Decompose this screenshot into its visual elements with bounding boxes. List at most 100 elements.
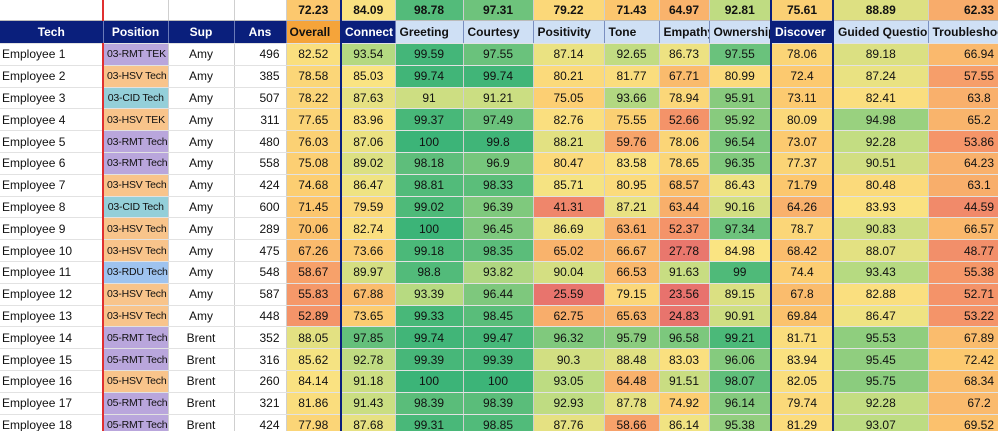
guided-questions-score-cell[interactable]: 82.88 xyxy=(832,283,929,306)
employee-name-cell[interactable]: Employee 17 xyxy=(0,392,104,415)
positivity-score-cell[interactable]: 25.59 xyxy=(533,283,605,306)
tone-score-cell[interactable]: 87.78 xyxy=(604,392,660,415)
position-cell[interactable]: 03-RDU Tech xyxy=(103,261,169,284)
guided-questions-score-cell[interactable]: 92.28 xyxy=(832,392,929,415)
troubleshoot-score-cell[interactable]: 57.55 xyxy=(928,65,998,88)
answered-count-cell[interactable]: 316 xyxy=(234,348,287,371)
supervisor-cell[interactable]: Amy xyxy=(168,239,235,262)
answered-count-cell[interactable]: 448 xyxy=(234,305,287,328)
ownership-score-cell[interactable]: 98.07 xyxy=(709,370,772,393)
answered-count-cell[interactable]: 385 xyxy=(234,65,287,88)
courtesy-score-cell[interactable]: 98.85 xyxy=(463,414,534,431)
position-cell[interactable]: 03-HSV Tech xyxy=(103,283,169,306)
position-cell[interactable]: 03-HSV Tech xyxy=(103,239,169,262)
guided-questions-score-cell[interactable]: 83.93 xyxy=(832,196,929,219)
courtesy-score-cell[interactable]: 100 xyxy=(463,370,534,393)
empathy-score-cell[interactable]: 52.66 xyxy=(659,108,710,132)
troubleshoot-score-cell[interactable]: 68.34 xyxy=(928,370,998,393)
tone-score-cell[interactable]: 83.58 xyxy=(604,152,660,175)
guided-questions-score-cell[interactable]: 94.98 xyxy=(832,108,929,132)
greeting-score-cell[interactable]: 99.33 xyxy=(395,305,464,328)
positivity-score-cell[interactable]: 86.69 xyxy=(533,217,605,241)
empathy-score-cell[interactable]: 27.78 xyxy=(659,239,710,262)
connect-score-cell[interactable]: 89.02 xyxy=(340,152,396,175)
employee-name-cell[interactable]: Employee 5 xyxy=(0,130,104,153)
greeting-score-cell[interactable]: 99.37 xyxy=(395,108,464,132)
connect-score-cell[interactable]: 87.06 xyxy=(340,130,396,153)
courtesy-score-cell[interactable]: 96.9 xyxy=(463,152,534,175)
header-connect[interactable]: Connect xyxy=(340,20,396,44)
guided-questions-score-cell[interactable]: 92.28 xyxy=(832,130,929,153)
courtesy-score-cell[interactable]: 98.39 xyxy=(463,392,534,415)
positivity-score-cell[interactable]: 87.14 xyxy=(533,43,605,66)
position-cell[interactable]: 03-HSV Tech xyxy=(103,65,169,88)
answered-count-cell[interactable]: 424 xyxy=(234,414,287,431)
overall-score-cell[interactable]: 77.98 xyxy=(286,414,342,431)
employee-name-cell[interactable]: Employee 3 xyxy=(0,87,104,110)
supervisor-cell[interactable]: Brent xyxy=(168,326,235,350)
overall-score-cell[interactable]: 82.52 xyxy=(286,43,342,66)
position-cell[interactable]: 03-RMT Tech xyxy=(103,152,169,175)
ownership-score-cell[interactable]: 97.34 xyxy=(709,217,772,241)
supervisor-cell[interactable]: Amy xyxy=(168,108,235,132)
connect-score-cell[interactable]: 92.78 xyxy=(340,348,396,371)
supervisor-cell[interactable]: Amy xyxy=(168,196,235,219)
position-cell[interactable]: 03-HSV Tech xyxy=(103,217,169,241)
troubleshoot-score-cell[interactable]: 63.8 xyxy=(928,87,998,110)
troubleshoot-score-cell[interactable]: 67.2 xyxy=(928,392,998,415)
supervisor-cell[interactable]: Amy xyxy=(168,174,235,197)
ownership-score-cell[interactable]: 95.38 xyxy=(709,414,772,431)
supervisor-cell[interactable]: Amy xyxy=(168,43,235,66)
troubleshoot-score-cell[interactable]: 67.89 xyxy=(928,326,998,350)
empathy-score-cell[interactable]: 91.51 xyxy=(659,370,710,393)
avg-connect[interactable]: 84.09 xyxy=(340,0,396,21)
employee-name-cell[interactable]: Employee 9 xyxy=(0,217,104,241)
guided-questions-score-cell[interactable]: 95.53 xyxy=(832,326,929,350)
positivity-score-cell[interactable]: 96.32 xyxy=(533,326,605,350)
courtesy-score-cell[interactable]: 96.45 xyxy=(463,217,534,241)
courtesy-score-cell[interactable]: 96.39 xyxy=(463,196,534,219)
guided-questions-score-cell[interactable]: 95.45 xyxy=(832,348,929,371)
overall-score-cell[interactable]: 75.08 xyxy=(286,152,342,175)
discover-score-cell[interactable]: 78.06 xyxy=(770,43,834,66)
answered-count-cell[interactable]: 600 xyxy=(234,196,287,219)
empathy-score-cell[interactable]: 91.63 xyxy=(659,261,710,284)
connect-score-cell[interactable]: 85.03 xyxy=(340,65,396,88)
overall-score-cell[interactable]: 70.06 xyxy=(286,217,342,241)
troubleshoot-score-cell[interactable]: 44.59 xyxy=(928,196,998,219)
troubleshoot-score-cell[interactable]: 53.86 xyxy=(928,130,998,153)
header-overall[interactable]: Overall xyxy=(286,20,342,44)
tone-score-cell[interactable]: 59.76 xyxy=(604,130,660,153)
greeting-score-cell[interactable]: 91 xyxy=(395,87,464,110)
overall-score-cell[interactable]: 71.45 xyxy=(286,196,342,219)
employee-name-cell[interactable]: Employee 10 xyxy=(0,239,104,262)
empathy-score-cell[interactable]: 67.71 xyxy=(659,65,710,88)
tone-score-cell[interactable]: 79.15 xyxy=(604,283,660,306)
employee-name-cell[interactable]: Employee 16 xyxy=(0,370,104,393)
empathy-score-cell[interactable]: 78.65 xyxy=(659,152,710,175)
greeting-score-cell[interactable]: 98.18 xyxy=(395,152,464,175)
ownership-score-cell[interactable]: 84.98 xyxy=(709,239,772,262)
connect-score-cell[interactable]: 97.85 xyxy=(340,326,396,350)
answered-count-cell[interactable]: 321 xyxy=(234,392,287,415)
answered-count-cell[interactable]: 558 xyxy=(234,152,287,175)
tone-score-cell[interactable]: 66.67 xyxy=(604,239,660,262)
header-ans[interactable]: Ans xyxy=(234,20,287,44)
tone-score-cell[interactable]: 95.79 xyxy=(604,326,660,350)
troubleshoot-score-cell[interactable]: 69.52 xyxy=(928,414,998,431)
connect-score-cell[interactable]: 87.63 xyxy=(340,87,396,110)
courtesy-score-cell[interactable]: 98.45 xyxy=(463,305,534,328)
courtesy-score-cell[interactable]: 99.39 xyxy=(463,348,534,371)
overall-score-cell[interactable]: 84.14 xyxy=(286,370,342,393)
supervisor-cell[interactable]: Amy xyxy=(168,261,235,284)
overall-score-cell[interactable]: 78.22 xyxy=(286,87,342,110)
connect-score-cell[interactable]: 89.97 xyxy=(340,261,396,284)
employee-name-cell[interactable]: Employee 4 xyxy=(0,108,104,132)
header-positivity[interactable]: Positivity xyxy=(533,20,605,44)
tone-score-cell[interactable]: 65.63 xyxy=(604,305,660,328)
positivity-score-cell[interactable]: 90.04 xyxy=(533,261,605,284)
empathy-score-cell[interactable]: 78.94 xyxy=(659,87,710,110)
troubleshoot-score-cell[interactable]: 52.71 xyxy=(928,283,998,306)
answered-count-cell[interactable]: 548 xyxy=(234,261,287,284)
troubleshoot-score-cell[interactable]: 63.1 xyxy=(928,174,998,197)
